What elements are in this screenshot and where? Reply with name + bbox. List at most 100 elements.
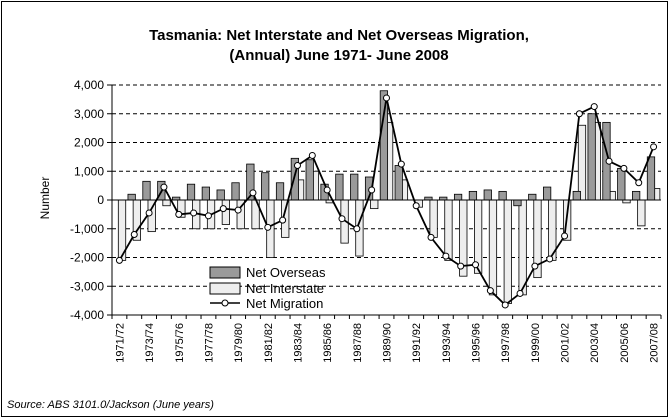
net-migration-point <box>650 143 658 151</box>
net-migration-point <box>368 186 376 194</box>
net-migration-point <box>249 189 257 197</box>
net-migration-point <box>501 301 509 309</box>
bar-net-overseas <box>201 186 210 201</box>
y-tick-label: 4,000 <box>74 78 104 92</box>
x-tick-label: 1979/80 <box>233 323 245 363</box>
net-migration-point <box>397 160 405 168</box>
bar-net-overseas <box>498 190 507 201</box>
net-migration-point <box>516 289 524 297</box>
net-migration-point <box>590 103 598 111</box>
x-tick-label: 2007/08 <box>649 323 661 363</box>
bar-net-overseas <box>231 182 240 201</box>
net-migration-point <box>204 212 212 220</box>
x-tick-label: 2001/02 <box>560 323 572 363</box>
bar-net-interstate <box>518 199 527 296</box>
net-migration-point <box>353 225 361 233</box>
bar-net-overseas <box>335 173 344 201</box>
legend-marker-net-migration <box>221 299 229 307</box>
net-migration-point <box>323 186 331 194</box>
y-axis-label: Number <box>38 177 52 220</box>
y-tick-label: -3,000 <box>70 279 104 293</box>
bar-net-interstate <box>637 199 646 227</box>
y-tick-label: 0 <box>97 193 104 207</box>
y-tick-label: -4,000 <box>70 308 104 322</box>
x-tick-label: 1991/92 <box>411 323 423 363</box>
legend-label-net-overseas: Net Overseas <box>246 265 326 280</box>
net-migration-point <box>561 232 569 240</box>
chart-title-line-2: (Annual) June 1971- June 2008 <box>229 47 448 64</box>
x-tick-label: 1987/88 <box>352 323 364 363</box>
axes: -4,000 -3,000 -2,000 -1,000 0 1,000 2,000 3,000… <box>70 78 662 363</box>
net-migration-point <box>279 216 287 224</box>
net-migration-point <box>130 231 138 238</box>
legend-label-net-interstate: Net Interstate <box>246 281 324 296</box>
bar-net-overseas <box>394 165 403 201</box>
x-tick-label: 2005/06 <box>619 323 631 363</box>
bar-net-interstate <box>577 124 587 201</box>
y-tick-label: -1,000 <box>70 222 104 236</box>
net-migration-point <box>234 206 242 214</box>
x-tick-label: 1999/00 <box>530 323 542 363</box>
y-tick-label: 1,000 <box>74 164 104 178</box>
y-tick-label: -2,000 <box>70 251 104 265</box>
x-tick-label: 1993/94 <box>441 323 453 363</box>
net-migration-point <box>472 261 480 269</box>
net-migration-point <box>605 157 613 165</box>
net-migration-point <box>308 151 316 159</box>
x-tick-label: 1997/98 <box>500 323 512 363</box>
bar-net-overseas <box>216 189 225 201</box>
x-tick-label: 2003/04 <box>589 323 601 363</box>
x-tick-label: 1971/72 <box>114 323 126 363</box>
net-migration-point <box>115 256 123 264</box>
bar-net-overseas <box>528 193 537 201</box>
net-migration-point <box>620 164 628 172</box>
bar-net-overseas <box>483 189 492 201</box>
bar-net-interstate <box>162 199 171 207</box>
net-migration-point <box>442 252 450 260</box>
y-tick-label: 3,000 <box>74 107 104 121</box>
bar-net-interstate <box>488 199 498 296</box>
bar-net-overseas <box>305 159 314 201</box>
bar-net-overseas <box>379 90 389 201</box>
net-migration-point <box>575 110 583 118</box>
bar-net-overseas <box>186 183 196 201</box>
net-migration-point <box>635 179 643 187</box>
net-migration-point <box>219 205 227 213</box>
bar-net-overseas <box>142 180 151 201</box>
bar-net-overseas <box>617 167 626 201</box>
bar-net-overseas <box>543 186 552 201</box>
x-tick-label: 1995/96 <box>471 323 483 363</box>
net-migration-point <box>457 262 465 270</box>
bar-net-overseas <box>261 172 270 201</box>
net-migration-point <box>175 210 183 218</box>
net-migration-point <box>190 209 198 217</box>
net-migration-point <box>293 162 301 169</box>
bar-net-overseas <box>453 193 463 201</box>
net-migration-point <box>383 94 390 102</box>
net-migration-point <box>531 262 539 270</box>
chart-legend: Net Overseas Net Interstate Net Migratio… <box>209 265 326 311</box>
x-tick-label: 1983/84 <box>292 323 304 363</box>
x-tick-label: 1975/76 <box>174 323 186 363</box>
chart-title-line-1: Tasmania: Net Interstate and Net Oversea… <box>149 27 529 44</box>
bar-net-overseas <box>468 190 478 201</box>
net-migration-point <box>264 223 272 231</box>
bar-net-overseas <box>513 199 522 207</box>
net-migration-point <box>160 183 168 191</box>
legend-swatch-net-interstate <box>209 282 241 295</box>
net-migration-point <box>427 233 435 241</box>
bar-net-overseas <box>350 173 359 201</box>
x-tick-label: 1977/78 <box>203 323 215 363</box>
net-migration-point <box>338 215 346 223</box>
net-migration-line <box>115 94 658 309</box>
bar-net-overseas <box>646 156 656 201</box>
bar-net-interstate <box>221 199 230 225</box>
bar-net-overseas <box>275 182 285 201</box>
bar-net-interstate <box>444 199 453 261</box>
legend-label-net-migration: Net Migration <box>246 296 323 311</box>
bar-net-overseas <box>587 113 596 201</box>
y-tick-label: 2,000 <box>74 136 104 150</box>
x-tick-label: 1985/86 <box>322 323 334 363</box>
